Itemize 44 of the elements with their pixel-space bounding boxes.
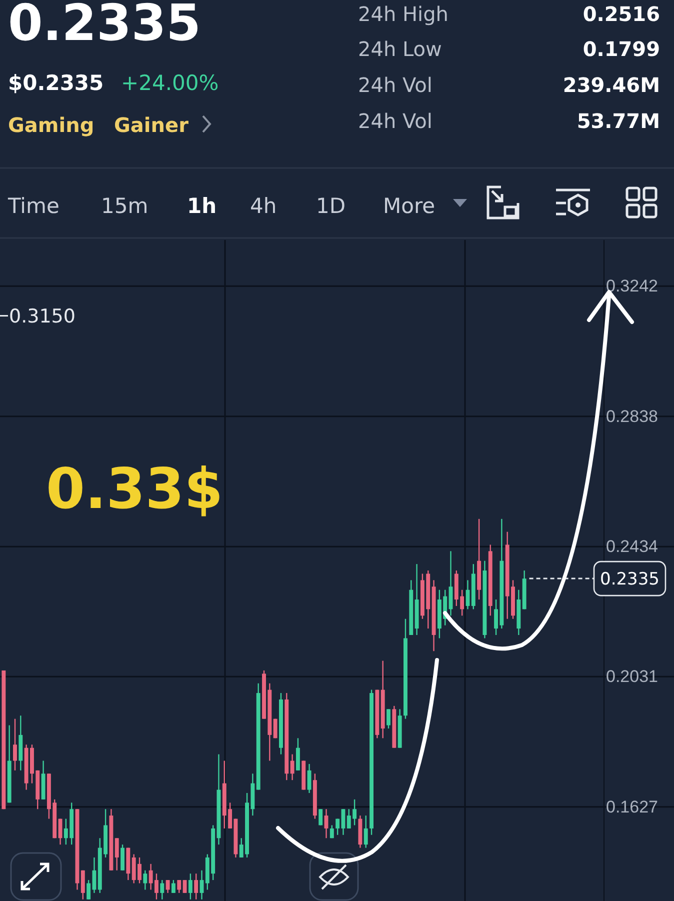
text: More — [383, 194, 436, 218]
y-tick-label: 0.2434 — [606, 537, 658, 556]
candlestick — [307, 763, 312, 794]
text: 15m — [101, 194, 148, 218]
ref-line-label: 0.2335 — [600, 570, 660, 590]
text: 239.46M — [562, 73, 660, 97]
candlestick — [143, 870, 148, 890]
text: 24h High — [358, 2, 448, 26]
candlestick — [290, 754, 294, 781]
candlestick — [318, 808, 323, 826]
text: 24h Vol — [358, 109, 432, 133]
text: 1D — [316, 194, 346, 218]
candlestick — [120, 844, 124, 871]
text: Time — [7, 194, 60, 218]
candlestick — [114, 838, 119, 871]
text: $0.2335 — [8, 71, 104, 95]
candlestick — [177, 879, 182, 894]
annotation: 0.33$ — [46, 457, 224, 522]
y-tick-label: 0.2838 — [606, 406, 658, 426]
y-tick-label: 0.2031 — [606, 667, 658, 686]
text: 4h — [250, 194, 277, 218]
text: 24h Low — [358, 37, 442, 61]
candlestick — [364, 814, 368, 848]
y-tick-label: 0.1627 — [606, 797, 658, 816]
candlestick — [166, 879, 170, 894]
text: 53.77M — [576, 109, 660, 133]
ref-line-label: 0.3150 — [9, 305, 76, 328]
candlestick — [182, 879, 187, 894]
text: +24.00% — [121, 71, 219, 95]
text: 0.2335 — [8, 0, 201, 52]
candlestick — [58, 818, 62, 846]
text: Gaming — [8, 113, 94, 137]
text: 24h Vol — [358, 73, 432, 97]
y-tick-label: 0.3242 — [606, 276, 658, 296]
text: 0.1799 — [582, 37, 660, 61]
candlestick — [13, 718, 17, 772]
candlestick — [386, 708, 390, 730]
text: 1h — [187, 194, 217, 218]
candlestick — [466, 580, 470, 610]
text: Gainer — [114, 113, 189, 137]
text: 0.2516 — [582, 2, 660, 26]
candlestick — [171, 879, 176, 894]
candlestick — [330, 824, 334, 839]
candlestick — [296, 738, 300, 772]
